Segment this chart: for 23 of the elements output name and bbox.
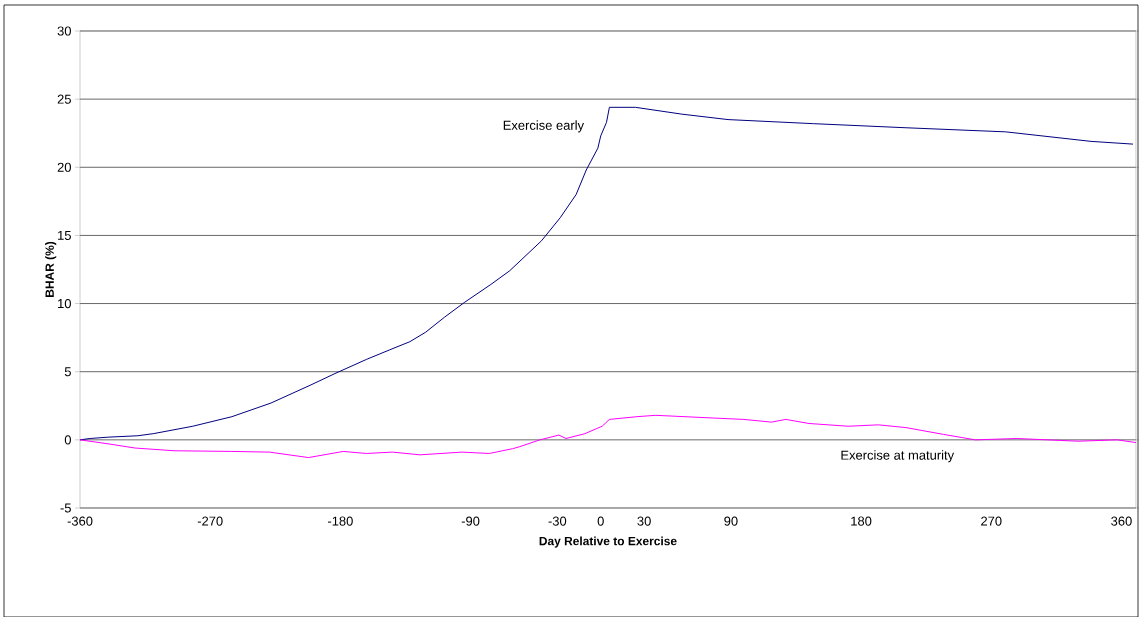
x-tick-label: 0 <box>597 516 604 526</box>
y-tick-label: 20 <box>57 162 71 172</box>
y-tick-label: 0 <box>64 435 71 445</box>
y-tick-label: 10 <box>58 298 71 308</box>
y-tick-label: 5 <box>64 367 71 377</box>
series-label: Exercise early <box>503 120 585 133</box>
x-tick-label: 30 <box>637 516 651 526</box>
x-tick-label: 180 <box>851 516 872 526</box>
x-axis-title: Day Relative to Exercise <box>539 536 677 548</box>
x-tick-label: 270 <box>981 516 1002 526</box>
y-tick-label: 30 <box>57 26 71 36</box>
y-tick-label: 15 <box>58 230 71 240</box>
y-axis-title: BHAR (%) <box>45 241 57 297</box>
series-label: Exercise at maturity <box>841 450 955 463</box>
x-tick-label: -30 <box>548 516 567 526</box>
x-tick-label: -270 <box>197 516 223 526</box>
y-tick-label: 25 <box>57 94 71 104</box>
x-tick-label: 90 <box>724 516 738 526</box>
x-tick-label: -360 <box>67 516 93 526</box>
y-tick-label: -5 <box>60 503 71 513</box>
x-tick-label: 360 <box>1111 516 1132 526</box>
x-tick-label: -90 <box>461 516 480 526</box>
x-tick-label: -180 <box>327 516 353 526</box>
